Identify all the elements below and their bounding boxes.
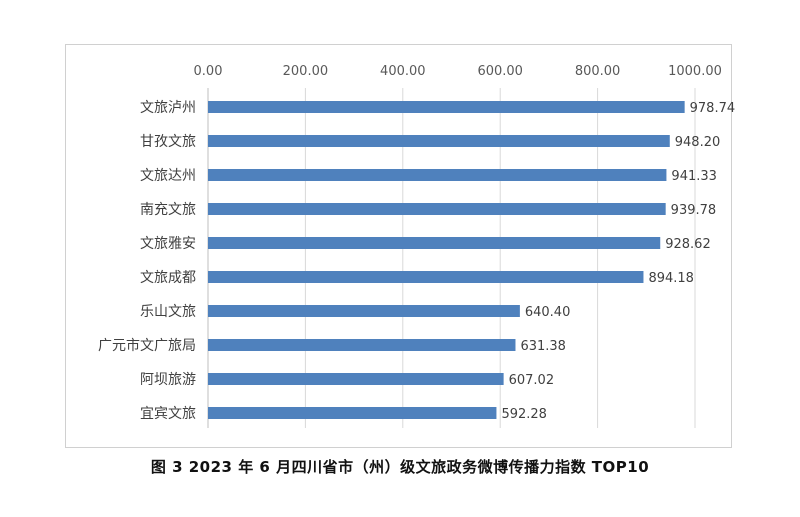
x-tick-label: 800.00 xyxy=(575,64,621,79)
category-label: 乐山文旅 xyxy=(140,304,196,320)
category-label: 文旅泸州 xyxy=(140,100,196,116)
category-label: 文旅成都 xyxy=(140,270,196,286)
figure-caption: 图 3 2023 年 6 月四川省市（州）级文旅政务微博传播力指数 TOP10 xyxy=(150,458,650,476)
category-label: 广元市文广旅局 xyxy=(98,337,196,354)
bar xyxy=(208,237,661,249)
category-label: 甘孜文旅 xyxy=(140,134,196,150)
data-label: 592.28 xyxy=(501,407,547,422)
x-tick-label: 1000.00 xyxy=(668,64,722,79)
data-label: 607.02 xyxy=(509,373,555,388)
data-label: 978.74 xyxy=(690,101,736,116)
bar xyxy=(208,339,516,351)
category-label: 南充文旅 xyxy=(140,202,196,218)
data-label: 928.62 xyxy=(665,237,711,252)
category-label: 文旅达州 xyxy=(140,168,196,184)
data-label: 941.33 xyxy=(671,169,717,184)
bar xyxy=(208,203,666,215)
x-tick-label: 200.00 xyxy=(283,64,329,79)
bar xyxy=(208,169,667,181)
data-label: 948.20 xyxy=(675,135,721,150)
category-label: 文旅雅安 xyxy=(140,236,196,252)
data-label: 640.40 xyxy=(525,305,571,320)
category-label: 阿坝旅游 xyxy=(140,372,196,388)
bar xyxy=(208,271,644,283)
data-label: 631.38 xyxy=(520,339,566,354)
bar xyxy=(208,135,670,147)
bar xyxy=(208,373,504,385)
data-label: 939.78 xyxy=(671,203,717,218)
category-label: 宜宾文旅 xyxy=(140,406,196,422)
bar xyxy=(208,101,685,113)
x-tick-label: 0.00 xyxy=(194,64,223,79)
x-tick-label: 400.00 xyxy=(380,64,426,79)
bar xyxy=(208,305,520,317)
x-tick-label: 600.00 xyxy=(477,64,523,79)
bar xyxy=(208,407,497,419)
data-label: 894.18 xyxy=(648,271,694,286)
